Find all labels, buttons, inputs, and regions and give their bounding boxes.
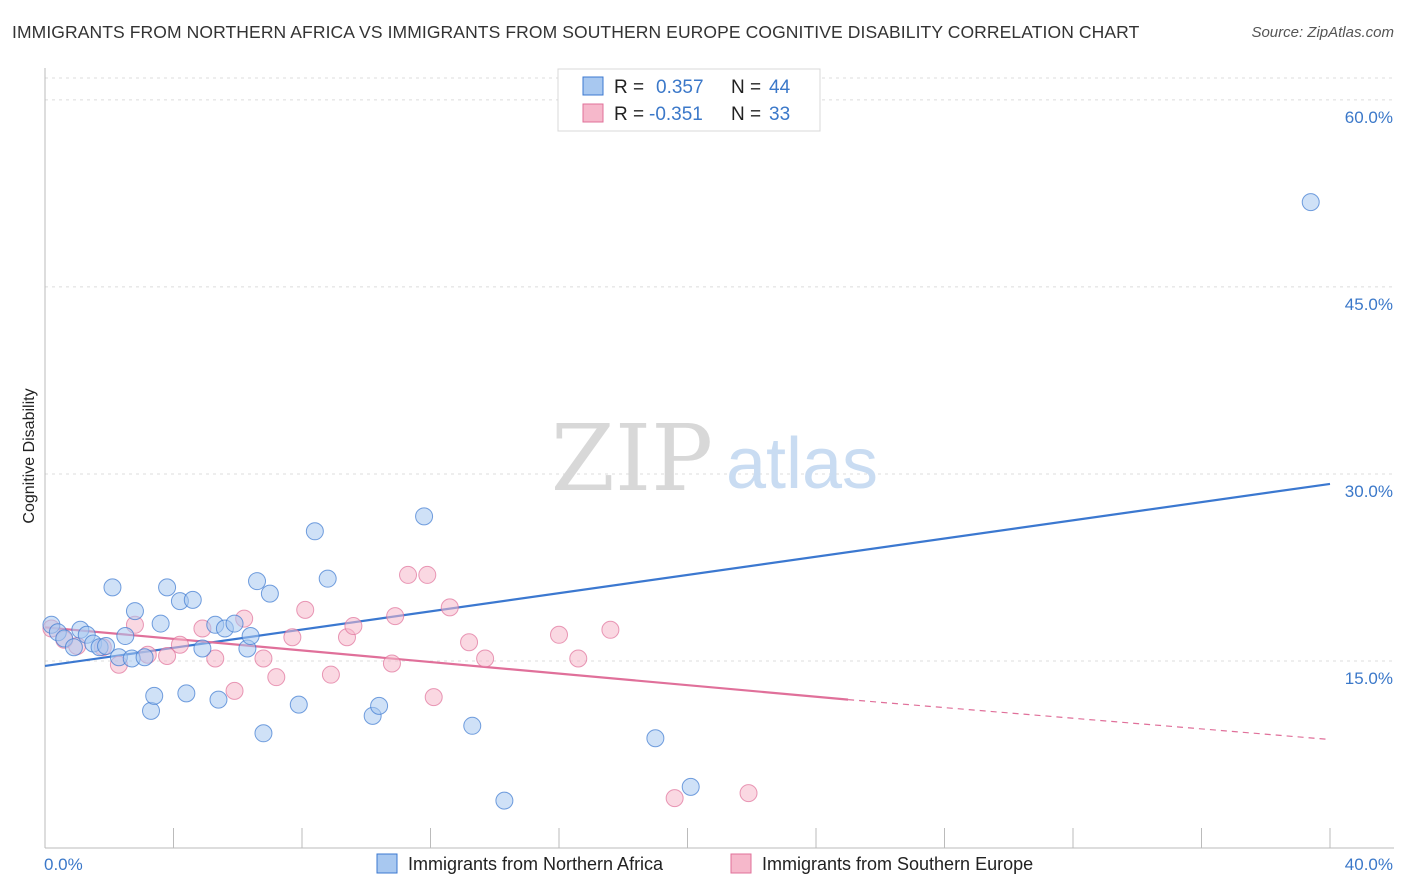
point-northern-africa-22 <box>193 639 212 658</box>
point-northern-africa-38 <box>463 716 482 735</box>
trend-lines <box>44 482 1331 741</box>
chart-title: IMMIGRANTS FROM NORTHERN AFRICA VS IMMIG… <box>12 22 1140 42</box>
point-northern-africa-36 <box>370 696 389 715</box>
bottom-legend-label-southern-europe: Immigrants from Southern Europe <box>762 854 1033 874</box>
point-northern-africa-13 <box>125 602 144 621</box>
point-southern-europe-21 <box>386 607 405 626</box>
legend-r-label-1: R = <box>614 77 644 98</box>
point-northern-africa-41 <box>681 777 700 796</box>
watermark: ZIP atlas <box>551 405 878 512</box>
point-southern-europe-26 <box>460 633 479 652</box>
bottom-legend-swatch-northern-africa <box>376 853 398 874</box>
y-tick-label-1: 30.0% <box>1345 482 1393 501</box>
point-northern-africa-33 <box>305 522 324 541</box>
legend-swatch-southern-europe <box>582 103 604 123</box>
legend-n-value-1: 44 <box>769 77 791 98</box>
point-northern-africa-26 <box>225 614 244 633</box>
point-southern-europe-11 <box>225 681 244 700</box>
point-southern-europe-15 <box>283 628 302 647</box>
grid-lines <box>45 77 1394 662</box>
point-northern-africa-24 <box>209 690 228 709</box>
point-northern-africa-20 <box>177 684 196 703</box>
y-axis-label: Cognitive Disability <box>21 388 38 523</box>
legend-r-label-2: R = <box>614 104 644 125</box>
point-southern-europe-14 <box>267 668 286 687</box>
point-northern-africa-16 <box>145 686 164 705</box>
axes <box>44 68 1394 849</box>
point-northern-africa-18 <box>158 578 177 597</box>
point-northern-africa-40 <box>646 729 665 748</box>
point-southern-europe-7 <box>158 646 177 665</box>
point-southern-europe-13 <box>254 649 273 668</box>
point-northern-africa-39 <box>495 791 514 810</box>
legend: R = 0.357 N = 44 R = -0.351 N = 33 <box>557 68 821 132</box>
point-northern-africa-30 <box>254 724 273 743</box>
watermark-atlas: atlas <box>726 424 878 504</box>
legend-r-value-2: -0.351 <box>649 104 703 125</box>
point-southern-europe-24 <box>424 688 443 707</box>
point-southern-europe-31 <box>665 789 684 808</box>
point-southern-europe-25 <box>440 598 459 617</box>
watermark-zip: ZIP <box>551 405 713 512</box>
point-northern-africa-34 <box>318 569 337 588</box>
point-southern-europe-17 <box>321 665 340 684</box>
point-southern-europe-22 <box>399 565 418 584</box>
data-points <box>42 193 1320 810</box>
x-tick-labels: 0.0% 40.0% <box>44 855 1393 874</box>
point-southern-europe-29 <box>569 649 588 668</box>
point-northern-africa-42 <box>1301 193 1320 212</box>
x-tick-label-1: 40.0% <box>1345 855 1393 874</box>
legend-n-label-2: N = <box>731 104 761 125</box>
point-southern-europe-20 <box>382 654 401 673</box>
point-northern-africa-14 <box>135 648 154 667</box>
point-northern-africa-3 <box>64 638 83 657</box>
y-tick-label-3: 60.0% <box>1345 108 1393 127</box>
legend-n-value-2: 33 <box>769 104 790 125</box>
x-tick-label-0: 0.0% <box>44 855 83 874</box>
point-southern-europe-19 <box>344 617 363 636</box>
bottom-legend-label-northern-africa: Immigrants from Northern Africa <box>408 854 664 874</box>
point-southern-europe-16 <box>296 600 315 619</box>
point-southern-europe-32 <box>739 784 758 803</box>
y-tick-label-0: 15.0% <box>1345 669 1393 688</box>
legend-r-value-1: 0.357 <box>656 77 704 98</box>
point-southern-europe-30 <box>601 620 620 639</box>
point-northern-africa-8 <box>97 637 116 656</box>
point-northern-africa-15 <box>142 701 161 720</box>
point-northern-africa-28 <box>241 627 260 646</box>
point-northern-africa-21 <box>183 590 202 609</box>
point-southern-europe-10 <box>206 649 225 668</box>
point-northern-africa-31 <box>260 584 279 603</box>
bottom-legend: Immigrants from Northern Africa Immigran… <box>376 853 1033 874</box>
bottom-legend-swatch-southern-europe <box>730 853 752 874</box>
point-northern-africa-17 <box>151 614 170 633</box>
point-northern-africa-9 <box>103 578 122 597</box>
legend-swatch-northern-africa <box>582 76 604 96</box>
chart-source: Source: ZipAtlas.com <box>1251 24 1394 41</box>
y-tick-labels: 15.0% 30.0% 45.0% 60.0% <box>1345 108 1393 688</box>
point-southern-europe-27 <box>476 649 495 668</box>
legend-n-label-1: N = <box>731 77 761 98</box>
y-tick-label-2: 45.0% <box>1345 295 1393 314</box>
point-southern-europe-8 <box>170 635 189 654</box>
point-northern-africa-37 <box>415 507 434 526</box>
point-northern-africa-11 <box>116 627 135 646</box>
point-southern-europe-23 <box>418 565 437 584</box>
point-southern-europe-28 <box>550 625 568 644</box>
point-northern-africa-32 <box>289 695 308 714</box>
trend-extension-southern-europe <box>848 699 1331 741</box>
point-northern-africa-29 <box>248 572 267 591</box>
